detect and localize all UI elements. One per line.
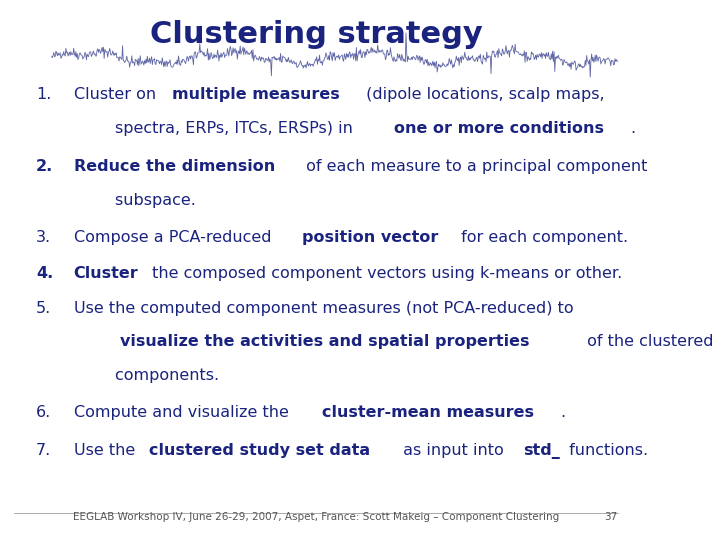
Text: Cluster on: Cluster on [73,87,161,103]
Text: cluster-mean measures: cluster-mean measures [322,406,534,420]
Text: visualize the activities and spatial properties: visualize the activities and spatial pro… [120,334,529,349]
Text: 2.: 2. [36,159,53,174]
Text: of each measure to a principal component: of each measure to a principal component [301,159,647,174]
Text: spectra, ERPs, ITCs, ERSPs) in: spectra, ERPs, ITCs, ERSPs) in [73,120,358,136]
Text: Compose a PCA-reduced: Compose a PCA-reduced [73,230,276,245]
Text: position vector: position vector [302,230,438,245]
Text: .: . [631,120,636,136]
Text: clustered study set data: clustered study set data [148,443,369,458]
Text: Cluster: Cluster [73,266,138,281]
Text: as input into: as input into [398,443,509,458]
Text: subspace.: subspace. [73,193,196,208]
Text: (dipole locations, scalp maps,: (dipole locations, scalp maps, [361,87,605,103]
Text: Clustering strategy: Clustering strategy [150,20,482,49]
Text: EEGLAB Workshop IV, June 26-29, 2007, Aspet, France: Scott Makeig – Component Cl: EEGLAB Workshop IV, June 26-29, 2007, As… [73,512,559,523]
Text: 3.: 3. [36,230,51,245]
Text: one or more conditions: one or more conditions [394,120,604,136]
Text: .: . [561,406,566,420]
Text: components.: components. [73,368,219,383]
Text: Use the computed component measures (not PCA-reduced) to: Use the computed component measures (not… [73,301,573,316]
Text: multiple measures: multiple measures [172,87,340,103]
Text: 7.: 7. [36,443,51,458]
Text: 5.: 5. [36,301,51,316]
Text: Reduce the dimension: Reduce the dimension [73,159,275,174]
Text: 4.: 4. [36,266,53,281]
Text: the composed component vectors using k-means or other.: the composed component vectors using k-m… [147,266,622,281]
Text: functions.: functions. [564,443,649,458]
Text: Use the: Use the [73,443,140,458]
Text: 6.: 6. [36,406,51,420]
Text: 37: 37 [605,512,618,523]
Text: std_: std_ [523,443,559,459]
Text: Compute and visualize the: Compute and visualize the [73,406,294,420]
Text: 1.: 1. [36,87,51,103]
Text: for each component.: for each component. [456,230,628,245]
Text: of the clustered: of the clustered [582,334,713,349]
